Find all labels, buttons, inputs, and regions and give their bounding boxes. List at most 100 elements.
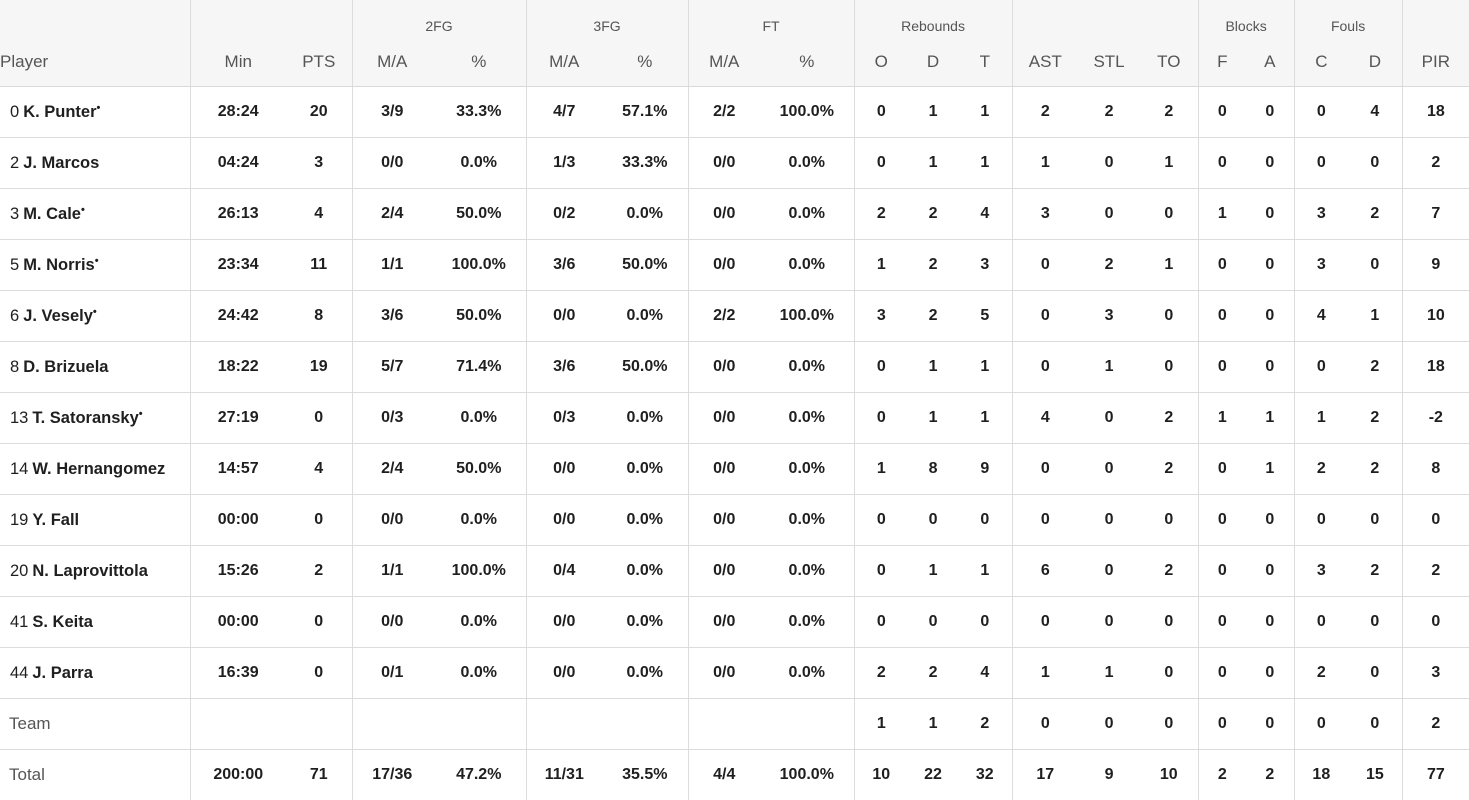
stat-blk-f: 0 [1198,495,1246,546]
player-name-link[interactable]: Y. Fall [32,511,79,529]
stat-to: 2 [1140,393,1198,444]
player-name-link[interactable]: W. Hernangomez [32,460,165,478]
column-header-pir[interactable]: PIR [1402,38,1469,87]
stat-ft-ma: 0/0 [688,342,760,393]
stat-2fg-ma: 3/9 [352,87,432,138]
stat-blk-a: 0 [1246,495,1294,546]
stat-3fg-ma: 0/3 [526,393,602,444]
total-row-label: Total [0,750,190,800]
column-header-pts[interactable]: PTS [286,38,352,87]
column-header-foul-c[interactable]: C [1294,38,1348,87]
stat-pir: 2 [1402,699,1469,750]
column-header-to[interactable]: TO [1140,38,1198,87]
column-header-min[interactable]: Min [190,38,286,87]
stat-pts: 19 [286,342,352,393]
column-header-2fg-pct[interactable]: % [432,38,526,87]
stat-ft-ma: 4/4 [688,750,760,800]
column-header-stl[interactable]: STL [1078,38,1140,87]
stat-blk-f: 0 [1198,240,1246,291]
column-header-reb-t[interactable]: T [958,38,1012,87]
stat-3fg-ma: 0/0 [526,291,602,342]
stat-foul-d: 0 [1348,138,1402,189]
stat-stl: 2 [1078,87,1140,138]
stat-ft-ma: 0/0 [688,138,760,189]
stat-ft-ma: 0/0 [688,240,760,291]
stat-reb-t: 32 [958,750,1012,800]
stat-3fg-ma: 0/0 [526,648,602,699]
column-header-player[interactable]: Player [0,38,190,87]
stat-3fg-ma: 0/0 [526,444,602,495]
stat-pir: 9 [1402,240,1469,291]
stat-to: 0 [1140,495,1198,546]
stat-pts: 20 [286,87,352,138]
column-header-blk-f[interactable]: F [1198,38,1246,87]
column-header-blk-a[interactable]: A [1246,38,1294,87]
player-name-link[interactable]: D. Brizuela [23,358,108,376]
stat-to: 10 [1140,750,1198,800]
stat-ft-pct: 100.0% [760,291,854,342]
stat-stl: 2 [1078,240,1140,291]
stat-2fg-pct: 71.4% [432,342,526,393]
stat-to: 1 [1140,138,1198,189]
player-name-link[interactable]: S. Keita [32,613,93,631]
stat-stl: 0 [1078,189,1140,240]
stat-foul-c: 0 [1294,138,1348,189]
player-name-link[interactable]: M. Norris [23,256,95,274]
stat-pir: -2 [1402,393,1469,444]
player-name-link[interactable]: J. Marcos [23,154,99,172]
column-header-ast[interactable]: AST [1012,38,1078,87]
stat-ft-pct [760,699,854,750]
stat-3fg-pct: 0.0% [602,648,688,699]
stat-ast: 1 [1012,138,1078,189]
column-header-ft-pct[interactable]: % [760,38,854,87]
team-row-label: Team [0,699,190,750]
stat-3fg-ma: 4/7 [526,87,602,138]
player-name-link[interactable]: M. Cale [23,205,81,223]
stat-blk-a: 1 [1246,393,1294,444]
stat-foul-d: 2 [1348,342,1402,393]
jersey-number: 13 [10,409,28,427]
starter-marker: • [81,204,85,216]
stat-pir: 7 [1402,189,1469,240]
column-header-reb-d[interactable]: D [908,38,958,87]
stat-foul-d: 0 [1348,495,1402,546]
player-name-link[interactable]: N. Laprovittola [32,562,148,580]
starter-marker: • [93,306,97,318]
column-header-ft-ma[interactable]: M/A [688,38,760,87]
stat-reb-o: 10 [854,750,908,800]
stat-to: 0 [1140,648,1198,699]
stat-3fg-pct: 35.5% [602,750,688,800]
column-header-2fg-ma[interactable]: M/A [352,38,432,87]
player-name-link[interactable]: K. Punter [23,103,96,121]
player-name-link[interactable]: J. Parra [32,664,93,682]
column-header-foul-d[interactable]: D [1348,38,1402,87]
stat-reb-t: 1 [958,546,1012,597]
player-name-link[interactable]: J. Vesely [23,307,93,325]
stat-reb-o: 0 [854,546,908,597]
stat-blk-a: 0 [1246,138,1294,189]
stat-ft-ma: 0/0 [688,393,760,444]
column-header-reb-o[interactable]: O [854,38,908,87]
column-header-3fg-pct[interactable]: % [602,38,688,87]
stat-ast: 0 [1012,597,1078,648]
stat-stl: 0 [1078,393,1140,444]
stat-min: 00:00 [190,495,286,546]
player-name-link[interactable]: T. Satoransky [32,409,138,427]
stat-to: 0 [1140,291,1198,342]
column-header-3fg-ma[interactable]: M/A [526,38,602,87]
